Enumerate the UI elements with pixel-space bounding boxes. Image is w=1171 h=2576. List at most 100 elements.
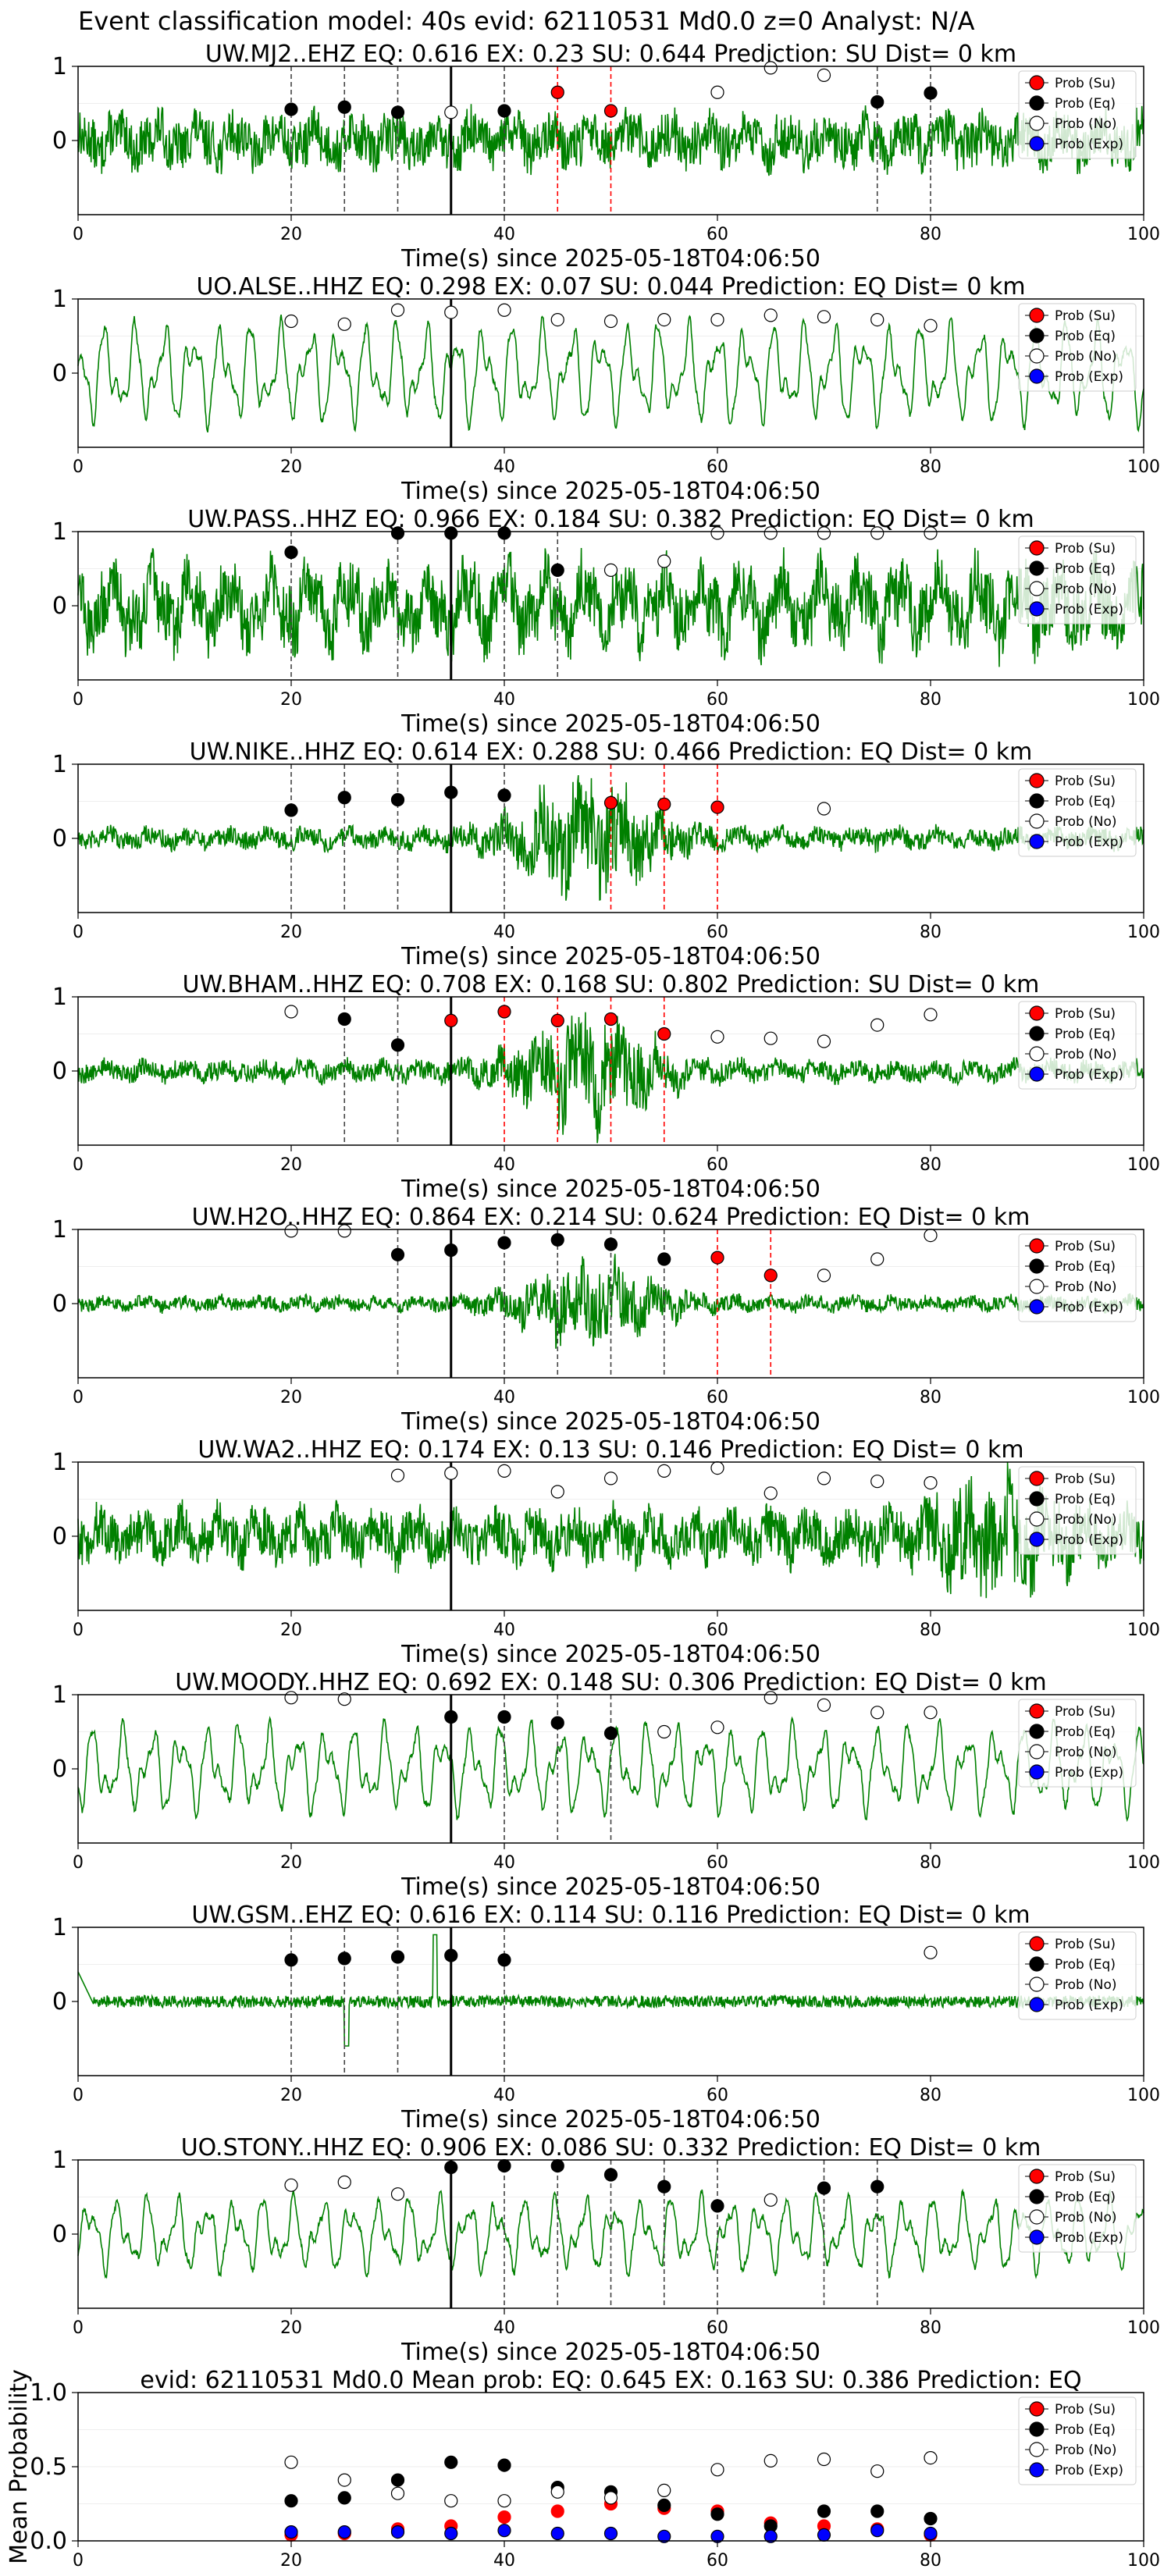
prob-marker-no (924, 1008, 938, 1022)
prob-marker-eq (497, 104, 511, 118)
panel-3-legend-marker (1029, 773, 1045, 788)
panel-5-legend-label: Prob (Su) (1055, 1239, 1116, 1254)
panel-6-legend-marker (1029, 1491, 1045, 1507)
prob-marker-no (710, 1030, 724, 1044)
panel-0-legend-label: Prob (Su) (1055, 76, 1116, 91)
panel-5-legend-marker (1029, 1238, 1045, 1254)
mean-marker-s3 (444, 2526, 458, 2541)
prob-marker-eq (337, 100, 351, 114)
prob-marker-su (710, 1251, 724, 1265)
prob-marker-no (763, 526, 778, 540)
prob-marker-no (924, 1706, 938, 1720)
x-tick-label: 60 (707, 457, 728, 477)
panel-5-legend-marker (1029, 1258, 1045, 1274)
panel-title: evid: 62110531 Md0.0 Mean prob: EQ: 0.64… (140, 2367, 1081, 2394)
panel-6-legend-label: Prob (No) (1055, 1512, 1117, 1528)
panel-2-legend-box (1018, 535, 1137, 624)
x-tick-label: 40 (493, 1621, 515, 1640)
figure-suptitle: Event classification model: 40s evid: 62… (78, 6, 975, 36)
prob-marker-eq (444, 1243, 458, 1258)
panel-title: UO.STONY..HHZ EQ: 0.906 EX: 0.086 SU: 0.… (181, 2134, 1041, 2161)
x-axis-label: Time(s) since 2025-05-18T04:06:50 (400, 1176, 820, 1203)
panel-8-legend-label: Prob (Eq) (1055, 1957, 1116, 1973)
panel-1-legend-label: Prob (Eq) (1055, 329, 1116, 344)
mean-marker-s1 (337, 2491, 351, 2505)
prob-marker-eq (390, 526, 405, 540)
prob-marker-eq (444, 785, 458, 799)
x-tick-label: 40 (493, 1388, 515, 1407)
panel-0-legend-label: Prob (Eq) (1055, 96, 1116, 112)
prob-marker-su (763, 1268, 778, 1283)
mean-panel-legend-label: Prob (No) (1055, 2443, 1117, 2458)
prob-marker-no (763, 61, 778, 75)
x-tick-label: 60 (707, 2086, 728, 2105)
panel-0-legend-marker (1029, 75, 1045, 91)
panel-0-legend-marker (1029, 95, 1045, 111)
y-tick-label: 0 (52, 1756, 67, 1783)
prob-marker-no (870, 1706, 884, 1720)
mean-marker-s0 (550, 2504, 564, 2518)
mean-marker-s2 (657, 2483, 671, 2497)
prob-marker-eq (284, 102, 298, 116)
prob-marker-no (817, 310, 831, 324)
prob-marker-no (763, 1486, 778, 1500)
prob-marker-no (710, 1720, 724, 1735)
panel-7: 0 20 40 60 80 100 0 1 UW.MOODY..HHZ EQ: 0.692 EX… (52, 1669, 1160, 1901)
prob-marker-su (603, 1012, 618, 1026)
panel-4-legend-label: Prob (Su) (1055, 1006, 1116, 1022)
prob-marker-eq (337, 791, 351, 805)
prob-marker-no (710, 526, 724, 540)
x-tick-label: 80 (920, 923, 941, 942)
panel-4-legend-marker (1029, 1046, 1045, 1062)
prob-marker-no (497, 1464, 511, 1478)
prob-marker-eq (710, 2199, 724, 2213)
mean-marker-s1 (924, 2511, 938, 2526)
prob-marker-no (337, 317, 351, 331)
panel-1-legend-marker (1029, 348, 1045, 364)
panel-8: 0 20 40 60 80 100 0 1 UW.GSM..EHZ EQ: 0.616 EX: … (52, 1902, 1160, 2133)
x-axis-label: Time(s) since 2025-05-18T04:06:50 (400, 1873, 820, 1901)
x-tick-label: 20 (280, 457, 302, 477)
panel-4-legend-label: Prob (Exp) (1055, 1067, 1123, 1083)
panel-7-legend-box (1018, 1699, 1137, 1788)
panel-9-legend-marker (1029, 2209, 1045, 2225)
prob-marker-eq (390, 1950, 405, 1964)
x-tick-label: 20 (280, 923, 302, 942)
panel-1-legend-label: Prob (Su) (1055, 308, 1116, 324)
y-tick-label: 0 (52, 1290, 67, 1318)
waveform-trace (77, 1254, 1144, 1349)
panel-5: 0 20 40 60 80 100 0 1 UW.H2O..HHZ EQ: 0.864 EX: … (52, 1204, 1160, 1436)
mean-marker-s2 (497, 2494, 511, 2508)
prob-marker-eq (550, 563, 564, 578)
panel-8-legend-marker (1029, 1997, 1045, 2012)
x-tick-label: 0 (73, 690, 84, 710)
x-axis-label: Time(s) since 2025-05-18T04:06:50 (400, 1408, 820, 1436)
prob-marker-eq (284, 1953, 298, 1967)
prob-marker-eq (497, 1236, 511, 1250)
prob-marker-no (284, 314, 298, 329)
x-tick-label: 60 (707, 2318, 728, 2338)
prob-marker-no (763, 308, 778, 322)
mean-panel-legend-box (1018, 2396, 1137, 2485)
prob-marker-no (444, 105, 458, 119)
prob-marker-eq (390, 1038, 405, 1052)
mean-panel-legend-marker (1029, 2401, 1045, 2417)
panel-7-legend-label: Prob (Eq) (1055, 1724, 1116, 1740)
prob-marker-no (817, 1034, 831, 1048)
x-tick-label: 20 (280, 690, 302, 710)
x-tick-label: 0 (73, 1853, 84, 1873)
prob-marker-eq (497, 1710, 511, 1724)
prob-marker-no (497, 303, 511, 317)
mean-marker-s1 (870, 2504, 884, 2518)
prob-marker-eq (870, 95, 884, 109)
mean-marker-s3 (657, 2529, 671, 2543)
panel-4: 0 20 40 60 80 100 0 1 UW.BHAM..HHZ EQ: 0.708 EX:… (52, 971, 1160, 1203)
x-tick-label: 20 (280, 1621, 302, 1640)
x-tick-label: 100 (1127, 2086, 1160, 2105)
prob-marker-no (924, 318, 938, 333)
prob-marker-eq (284, 545, 298, 560)
panel-4-legend-label: Prob (Eq) (1055, 1026, 1116, 1042)
x-tick-label: 40 (493, 1155, 515, 1175)
panel-0-legend-label: Prob (No) (1055, 116, 1117, 132)
prob-marker-no (657, 554, 671, 568)
